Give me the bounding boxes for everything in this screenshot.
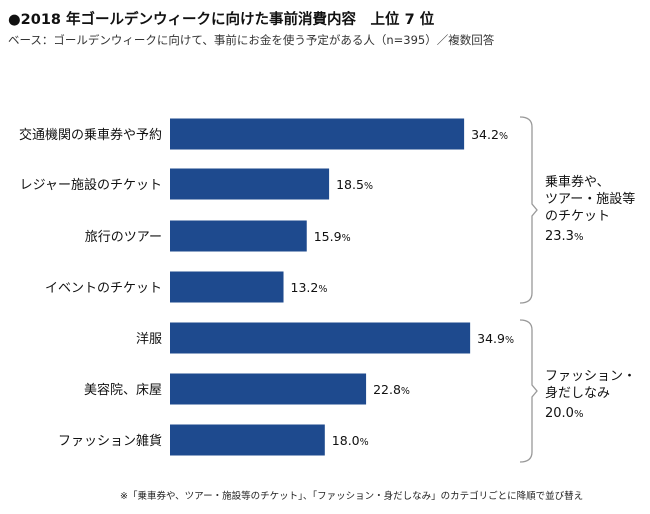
group-fashion-line-1: ファッション・ [545, 369, 637, 384]
value-label: 15.9% [314, 229, 351, 244]
group-fashion-line-2: 身だしなみ [545, 386, 611, 401]
group-fashion-unit: % [573, 409, 584, 420]
group-bracket-tickets [519, 116, 538, 304]
value-number: 13.2 [291, 280, 319, 295]
value-number: 22.8 [373, 382, 401, 397]
value-label: 18.0% [332, 433, 369, 448]
bar [170, 373, 367, 405]
group-fashion-value: 20.0% [545, 405, 636, 423]
category-label: ファッション雑貨 [58, 433, 162, 449]
value-unit: % [342, 233, 351, 244]
bar [170, 271, 284, 303]
category-label: 美容院、床屋 [84, 382, 162, 398]
value-number: 34.2 [471, 127, 499, 142]
value-number: 15.9 [314, 229, 342, 244]
bar [170, 322, 471, 354]
value-number: 34.9 [477, 331, 505, 346]
group-label-fashion: ファッション・ 身だしなみ 20.0% [545, 368, 636, 423]
category-label: 洋服 [136, 332, 162, 347]
group-bracket-fashion [519, 319, 538, 463]
value-number: 18.0 [332, 433, 360, 448]
group-tickets-line-1: 乗車券や、 [545, 175, 610, 190]
value-number: 18.5 [336, 177, 364, 192]
value-label: 22.8% [373, 382, 410, 397]
chart-subtitle: ベース：ゴールデンウィークに向けて、事前にお金を使う予定がある人（n=395）／… [8, 33, 495, 47]
value-unit: % [505, 335, 514, 346]
value-label: 18.5% [336, 177, 373, 192]
value-label: 34.9% [477, 331, 514, 346]
value-unit: % [401, 386, 410, 397]
bar [170, 118, 465, 150]
group-tickets-line-3: のチケット [545, 209, 611, 224]
chart-title: ●2018 年ゴールデンウィークに向けた事前消費内容 上位 7 位 [8, 12, 435, 28]
value-label: 13.2% [291, 280, 328, 295]
group-fashion-number: 20.0 [545, 406, 574, 421]
category-label: イベントのチケット [45, 281, 162, 296]
value-unit: % [364, 181, 373, 192]
value-unit: % [360, 437, 369, 448]
category-label: 旅行のツアー [85, 230, 162, 245]
group-tickets-value: 23.3% [545, 228, 635, 246]
bar [170, 220, 307, 252]
group-tickets-line-2: ツアー・施設等 [545, 192, 636, 207]
group-tickets-unit: % [573, 232, 584, 243]
category-label: 交通機関の乗車券や予約 [19, 127, 162, 143]
value-unit: % [318, 284, 327, 295]
bar [170, 424, 325, 456]
value-label: 34.2% [471, 127, 508, 142]
footnote: ※「乗車券や、ツアー・施設等のチケット」、「ファッション・身だしなみ」のカテゴリ… [120, 491, 584, 502]
bar [170, 168, 330, 200]
category-label: レジャー施設のチケット [20, 177, 162, 193]
value-unit: % [499, 131, 508, 142]
group-tickets-number: 23.3 [545, 229, 574, 244]
group-label-tickets: 乗車券や、 ツアー・施設等 のチケット 23.3% [545, 174, 635, 246]
